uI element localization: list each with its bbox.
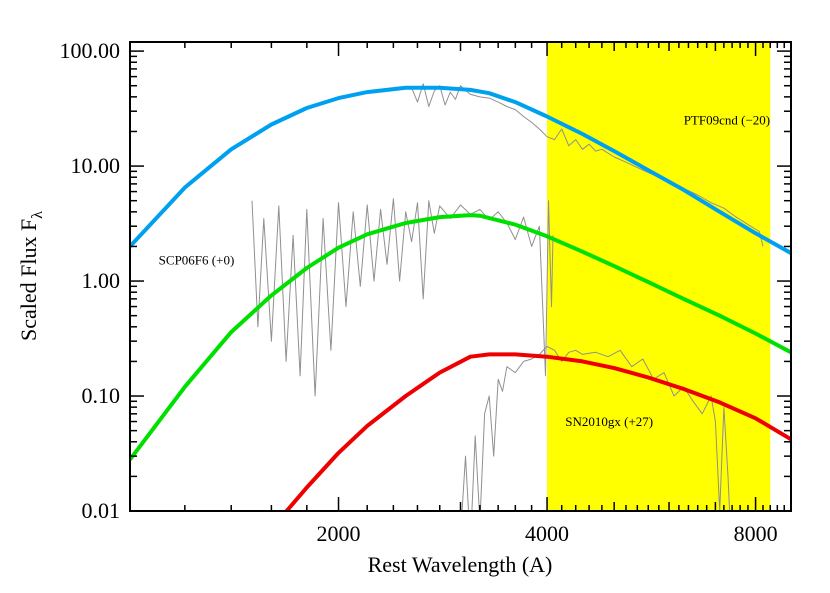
y-tick-label: 10.00 [71, 153, 121, 178]
y-axis-title-main: Scaled Flux F [16, 219, 41, 341]
y-tick-label: 0.10 [82, 383, 121, 408]
x-tick-label: 8000 [734, 521, 778, 546]
y-tick-label: 0.01 [82, 498, 121, 523]
spectrum-line-5 [461, 345, 731, 511]
series-layer [130, 83, 791, 511]
y-axis-title-subscript: λ [29, 211, 46, 219]
annotation-label: SCP06F6 (+0) [159, 252, 235, 267]
x-tick-label: 2000 [317, 521, 361, 546]
ticks-layer [129, 42, 792, 512]
annotation-label: SN2010gx (+27) [565, 414, 653, 429]
spectrum-line-4 [251, 198, 554, 397]
annotation-label: PTF09cnd (−20) [684, 112, 770, 127]
y-tick-label: 1.00 [82, 268, 121, 293]
x-tick-label: 4000 [525, 521, 569, 546]
highlight-band [547, 42, 771, 511]
annotations: PTF09cnd (−20) SCP06F6 (+0) SN2010gx (+27) [159, 112, 770, 428]
y-axis-title: Scaled Flux Fλ [16, 211, 46, 341]
tick-labels: 0.01 0.10 1.00 10.00 100.00 2000 4000 8000 [60, 38, 778, 546]
model-curve-0 [130, 85, 791, 255]
y-tick-label: 100.00 [60, 38, 121, 63]
x-axis-title: Rest Wavelength (A) [368, 552, 553, 577]
model-curve-1 [130, 213, 791, 461]
model-curve-2 [284, 352, 791, 511]
